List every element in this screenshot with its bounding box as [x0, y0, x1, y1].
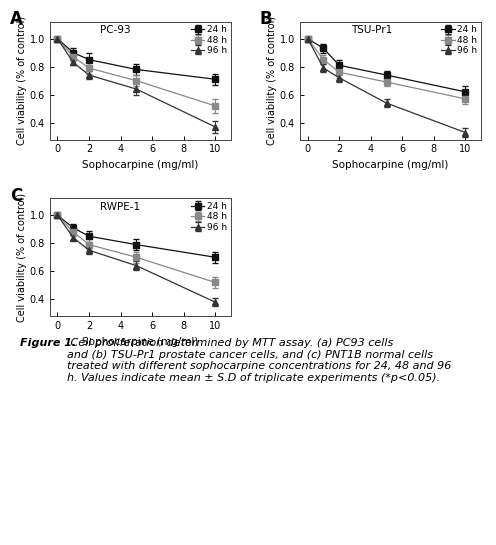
Text: B: B: [260, 10, 272, 28]
Y-axis label: Cell viability (% of control): Cell viability (% of control): [17, 193, 27, 322]
Text: Figure 1.: Figure 1.: [20, 338, 76, 348]
Legend: 24 h, 48 h, 96 h: 24 h, 48 h, 96 h: [190, 201, 228, 233]
Text: PC-93: PC-93: [100, 25, 131, 35]
Text: Cell proliferation determined by MTT assay. (a) PC93 cells
and (b) TSU-Pr1 prost: Cell proliferation determined by MTT ass…: [67, 338, 451, 383]
Text: RWPE-1: RWPE-1: [100, 202, 140, 212]
Y-axis label: Cell viability (% of control): Cell viability (% of control): [267, 16, 277, 145]
Legend: 24 h, 48 h, 96 h: 24 h, 48 h, 96 h: [440, 25, 479, 56]
X-axis label: Sophocarpine (mg/ml): Sophocarpine (mg/ml): [332, 160, 449, 170]
Text: A: A: [10, 10, 23, 28]
X-axis label: Sophocarpine (mg/ml): Sophocarpine (mg/ml): [82, 336, 198, 347]
Text: TSU-Pr1: TSU-Pr1: [351, 25, 392, 35]
X-axis label: Sophocarpine (mg/ml): Sophocarpine (mg/ml): [82, 160, 198, 170]
Legend: 24 h, 48 h, 96 h: 24 h, 48 h, 96 h: [190, 25, 228, 56]
Text: C: C: [10, 186, 22, 204]
Y-axis label: Cell viability (% of control): Cell viability (% of control): [17, 16, 27, 145]
